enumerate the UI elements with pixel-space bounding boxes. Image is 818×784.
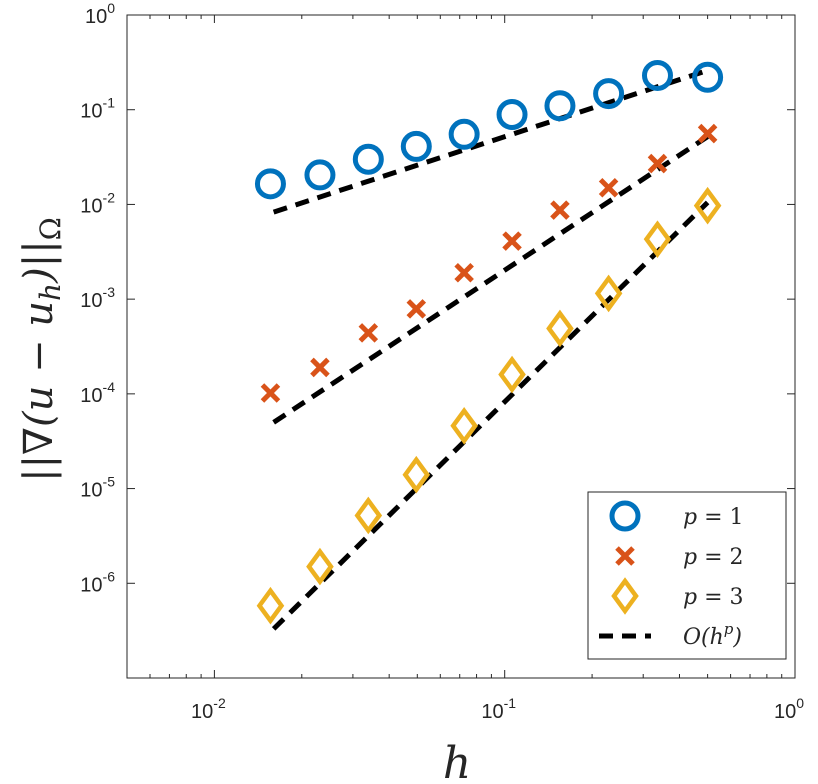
reference-line-2	[272, 134, 709, 425]
y-tick-label-6: 10-1	[80, 95, 115, 123]
axis-ticks: 10-2 10-1 100 10-6 10-5 10-4 10-3 10-2 10-1 100	[80, 0, 804, 723]
series3-point-6	[498, 355, 526, 394]
legend-label-2: p = 2	[683, 545, 744, 570]
series3-point-7	[546, 309, 574, 348]
series1-point-3	[352, 143, 384, 175]
legend-label-3: p = 3	[683, 585, 744, 610]
y-axis-label: ||∇(u − uh)||Ω	[16, 217, 67, 482]
data-markers	[254, 59, 724, 625]
legend-box	[587, 491, 787, 660]
legend-label-1: p = 1	[683, 505, 744, 530]
series2-point-2	[310, 357, 330, 378]
series1-point-5	[448, 118, 480, 150]
series1-point-10	[692, 61, 724, 93]
series2-point-3	[358, 323, 379, 343]
series3-point-10	[693, 186, 722, 225]
series1-point-4	[400, 130, 432, 162]
series1-point-7	[544, 90, 576, 122]
legend-label-4: O(hp)	[683, 620, 742, 650]
y-tick-label-4: 10-3	[80, 284, 115, 312]
series2-point-8	[598, 177, 619, 198]
series3-point-3	[354, 496, 383, 535]
legend-symbol-3	[611, 577, 639, 615]
series3-point-5	[450, 406, 478, 445]
x-tick-label-2: 10-1	[481, 695, 516, 723]
series2-point-1	[260, 383, 281, 403]
x-tick-label-1: 10-2	[191, 695, 226, 723]
series1-point-2	[304, 159, 336, 191]
reference-line-3	[271, 200, 710, 631]
series1-point-1	[254, 168, 286, 200]
series1-point-9	[641, 59, 673, 91]
axis-labels: h ||∇(u − uh)||Ω	[16, 217, 471, 784]
series1-point-8	[593, 78, 625, 110]
y-tick-label-7: 100	[85, 0, 115, 28]
series2-point-9	[647, 153, 668, 174]
x-tick-label-3: 100	[774, 695, 804, 723]
series3-point-2	[306, 547, 334, 586]
series3-point-4	[402, 455, 431, 494]
y-tick-label-2: 10-5	[80, 474, 115, 502]
legend-symbol-2	[615, 546, 635, 566]
series2-point-7	[550, 200, 570, 220]
legend: p = 1 p = 2 p = 3 O(hp)	[587, 491, 787, 660]
series2-point-4	[406, 299, 427, 319]
series3-point-8	[594, 274, 623, 313]
legend-symbol-1	[609, 500, 641, 532]
x-axis-label: h	[443, 738, 471, 784]
reference-line-1	[272, 68, 709, 215]
reference-lines	[271, 68, 710, 631]
y-tick-label-1: 10-6	[80, 568, 115, 596]
series3-point-1	[256, 586, 285, 625]
series2-point-6	[502, 231, 522, 251]
series3-point-9	[643, 220, 672, 258]
y-tick-label-5: 10-2	[80, 189, 115, 217]
y-tick-label-3: 10-4	[80, 379, 115, 407]
series2-point-5	[454, 262, 474, 283]
series1-point-6	[496, 99, 528, 131]
series2-point-10	[697, 123, 718, 144]
